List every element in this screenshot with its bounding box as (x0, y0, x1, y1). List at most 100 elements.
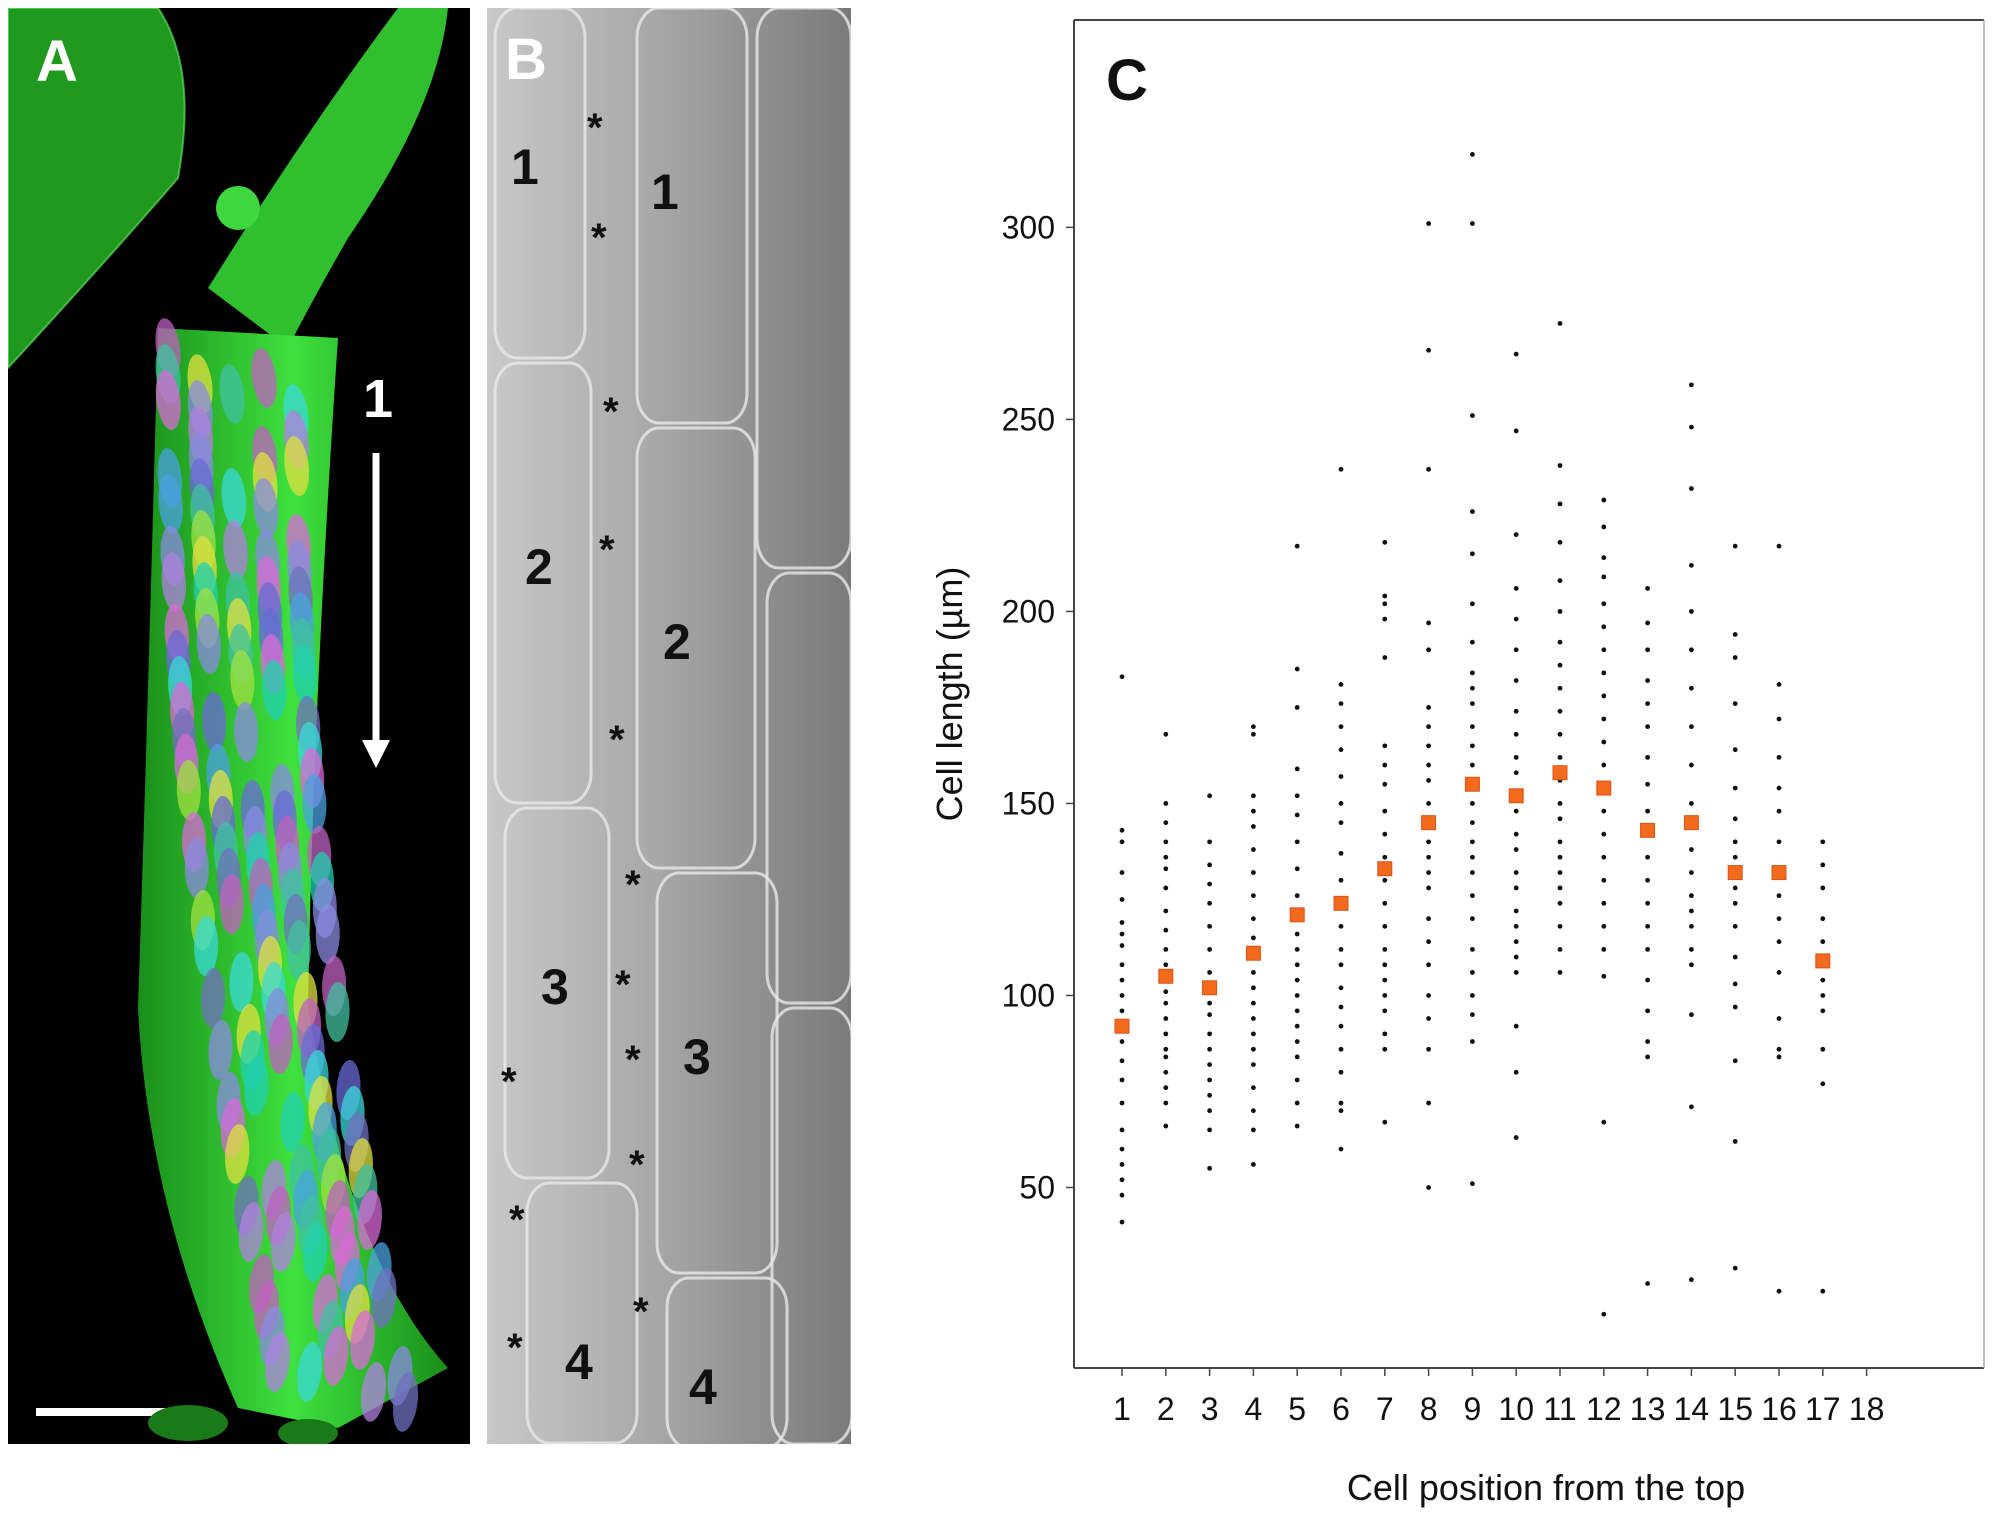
data-point (1776, 1288, 1782, 1294)
segmented-cell (302, 774, 327, 834)
data-point (1470, 820, 1475, 826)
data-point (1689, 923, 1694, 929)
y-ticks: 50 100 150 200 250 300 (1002, 209, 1074, 1205)
data-point (1645, 724, 1650, 730)
segmented-cell (262, 660, 287, 720)
segmented-cell (208, 1020, 233, 1080)
data-point (1382, 616, 1388, 622)
segmented-cell (184, 838, 209, 898)
asterisk-marker: * (501, 1060, 517, 1104)
segmented-cell (238, 1202, 264, 1262)
data-point (1426, 1185, 1431, 1190)
data-point (1294, 1054, 1300, 1060)
data-point (1338, 985, 1344, 991)
data-point (1470, 743, 1475, 749)
segmented-cell (155, 370, 181, 430)
data-point (1207, 1127, 1212, 1133)
data-point (1426, 993, 1431, 998)
data-point (1119, 897, 1125, 902)
data-point (1470, 993, 1475, 998)
data-point (1557, 463, 1563, 468)
data-point (1601, 497, 1607, 503)
x-tick-label: 16 (1761, 1391, 1797, 1427)
data-point (1251, 808, 1256, 814)
x-tick-label: 6 (1332, 1391, 1350, 1427)
data-point (1645, 1039, 1650, 1044)
mean-marker (1245, 945, 1261, 961)
asterisk-marker: * (625, 863, 641, 907)
data-point (1119, 839, 1125, 845)
segmented-cell (223, 520, 248, 580)
scale-bar (36, 1408, 184, 1416)
x-tick-label: 18 (1849, 1391, 1885, 1427)
epidermal-cell (525, 1181, 639, 1444)
data-point (1601, 762, 1607, 768)
data-point (1689, 847, 1694, 852)
data-point (1338, 877, 1344, 883)
data-point (1470, 1012, 1475, 1018)
data-point (1207, 1062, 1212, 1068)
data-point (1119, 931, 1125, 937)
segmented-cell (325, 982, 350, 1042)
data-point (1163, 820, 1169, 826)
data-point (1470, 152, 1475, 157)
data-point (1470, 1039, 1475, 1044)
data-point (1513, 1023, 1519, 1029)
panel-label-b: B (505, 27, 547, 92)
data-point (1732, 632, 1738, 637)
x-tick-label: 9 (1464, 1391, 1482, 1427)
data-point (1776, 808, 1782, 814)
data-point (1382, 831, 1388, 837)
data-point (1513, 647, 1519, 653)
data-point (1294, 1023, 1300, 1029)
x-tick-label: 5 (1288, 1391, 1306, 1427)
data-point (1689, 870, 1694, 875)
data-point (1119, 1192, 1125, 1198)
data-point (1294, 793, 1300, 799)
data-point (1689, 801, 1694, 806)
data-point (1207, 1000, 1212, 1006)
data-point (1645, 754, 1650, 760)
asterisk-marker: * (629, 1143, 645, 1187)
data-point (1513, 678, 1519, 683)
data-point (1251, 731, 1256, 737)
cotyledon-left (8, 8, 185, 368)
data-point (1426, 347, 1431, 353)
data-point (1338, 801, 1344, 806)
data-point (1338, 1023, 1344, 1029)
data-point (1119, 1162, 1125, 1167)
x-tick-label: 8 (1420, 1391, 1438, 1427)
segmented-cell (280, 1092, 305, 1152)
segmented-cell (221, 468, 247, 528)
data-point (1513, 831, 1519, 837)
data-point (1645, 900, 1650, 906)
data-point (1426, 870, 1431, 875)
data-point (1426, 705, 1431, 710)
growth-arrow-head (362, 740, 390, 768)
data-point (1163, 1000, 1169, 1006)
segmented-cell (229, 952, 254, 1012)
cell-number-right-3: 3 (683, 1029, 711, 1085)
data-point (1689, 562, 1694, 568)
data-point (1557, 609, 1563, 614)
data-point (1426, 1046, 1431, 1052)
data-point (1470, 221, 1475, 226)
x-tick-label: 7 (1376, 1391, 1394, 1427)
data-point (1557, 320, 1563, 326)
y-tick-label: 250 (1002, 401, 1055, 437)
data-point (1513, 970, 1519, 975)
data-point (1207, 1031, 1212, 1037)
data-point (1294, 839, 1300, 845)
data-point (1689, 962, 1694, 968)
data-point (1338, 681, 1344, 687)
cell-number-left-3: 3 (541, 959, 569, 1015)
segmented-cell (161, 552, 187, 612)
segmented-cell (200, 968, 226, 1028)
epidermal-cell (655, 871, 779, 1275)
asterisk-marker: * (599, 528, 615, 572)
data-point (1119, 1100, 1125, 1106)
data-point (1338, 701, 1344, 707)
asterisk-marker: * (587, 106, 603, 150)
segmented-cell (371, 1268, 397, 1328)
data-point (1689, 647, 1694, 653)
